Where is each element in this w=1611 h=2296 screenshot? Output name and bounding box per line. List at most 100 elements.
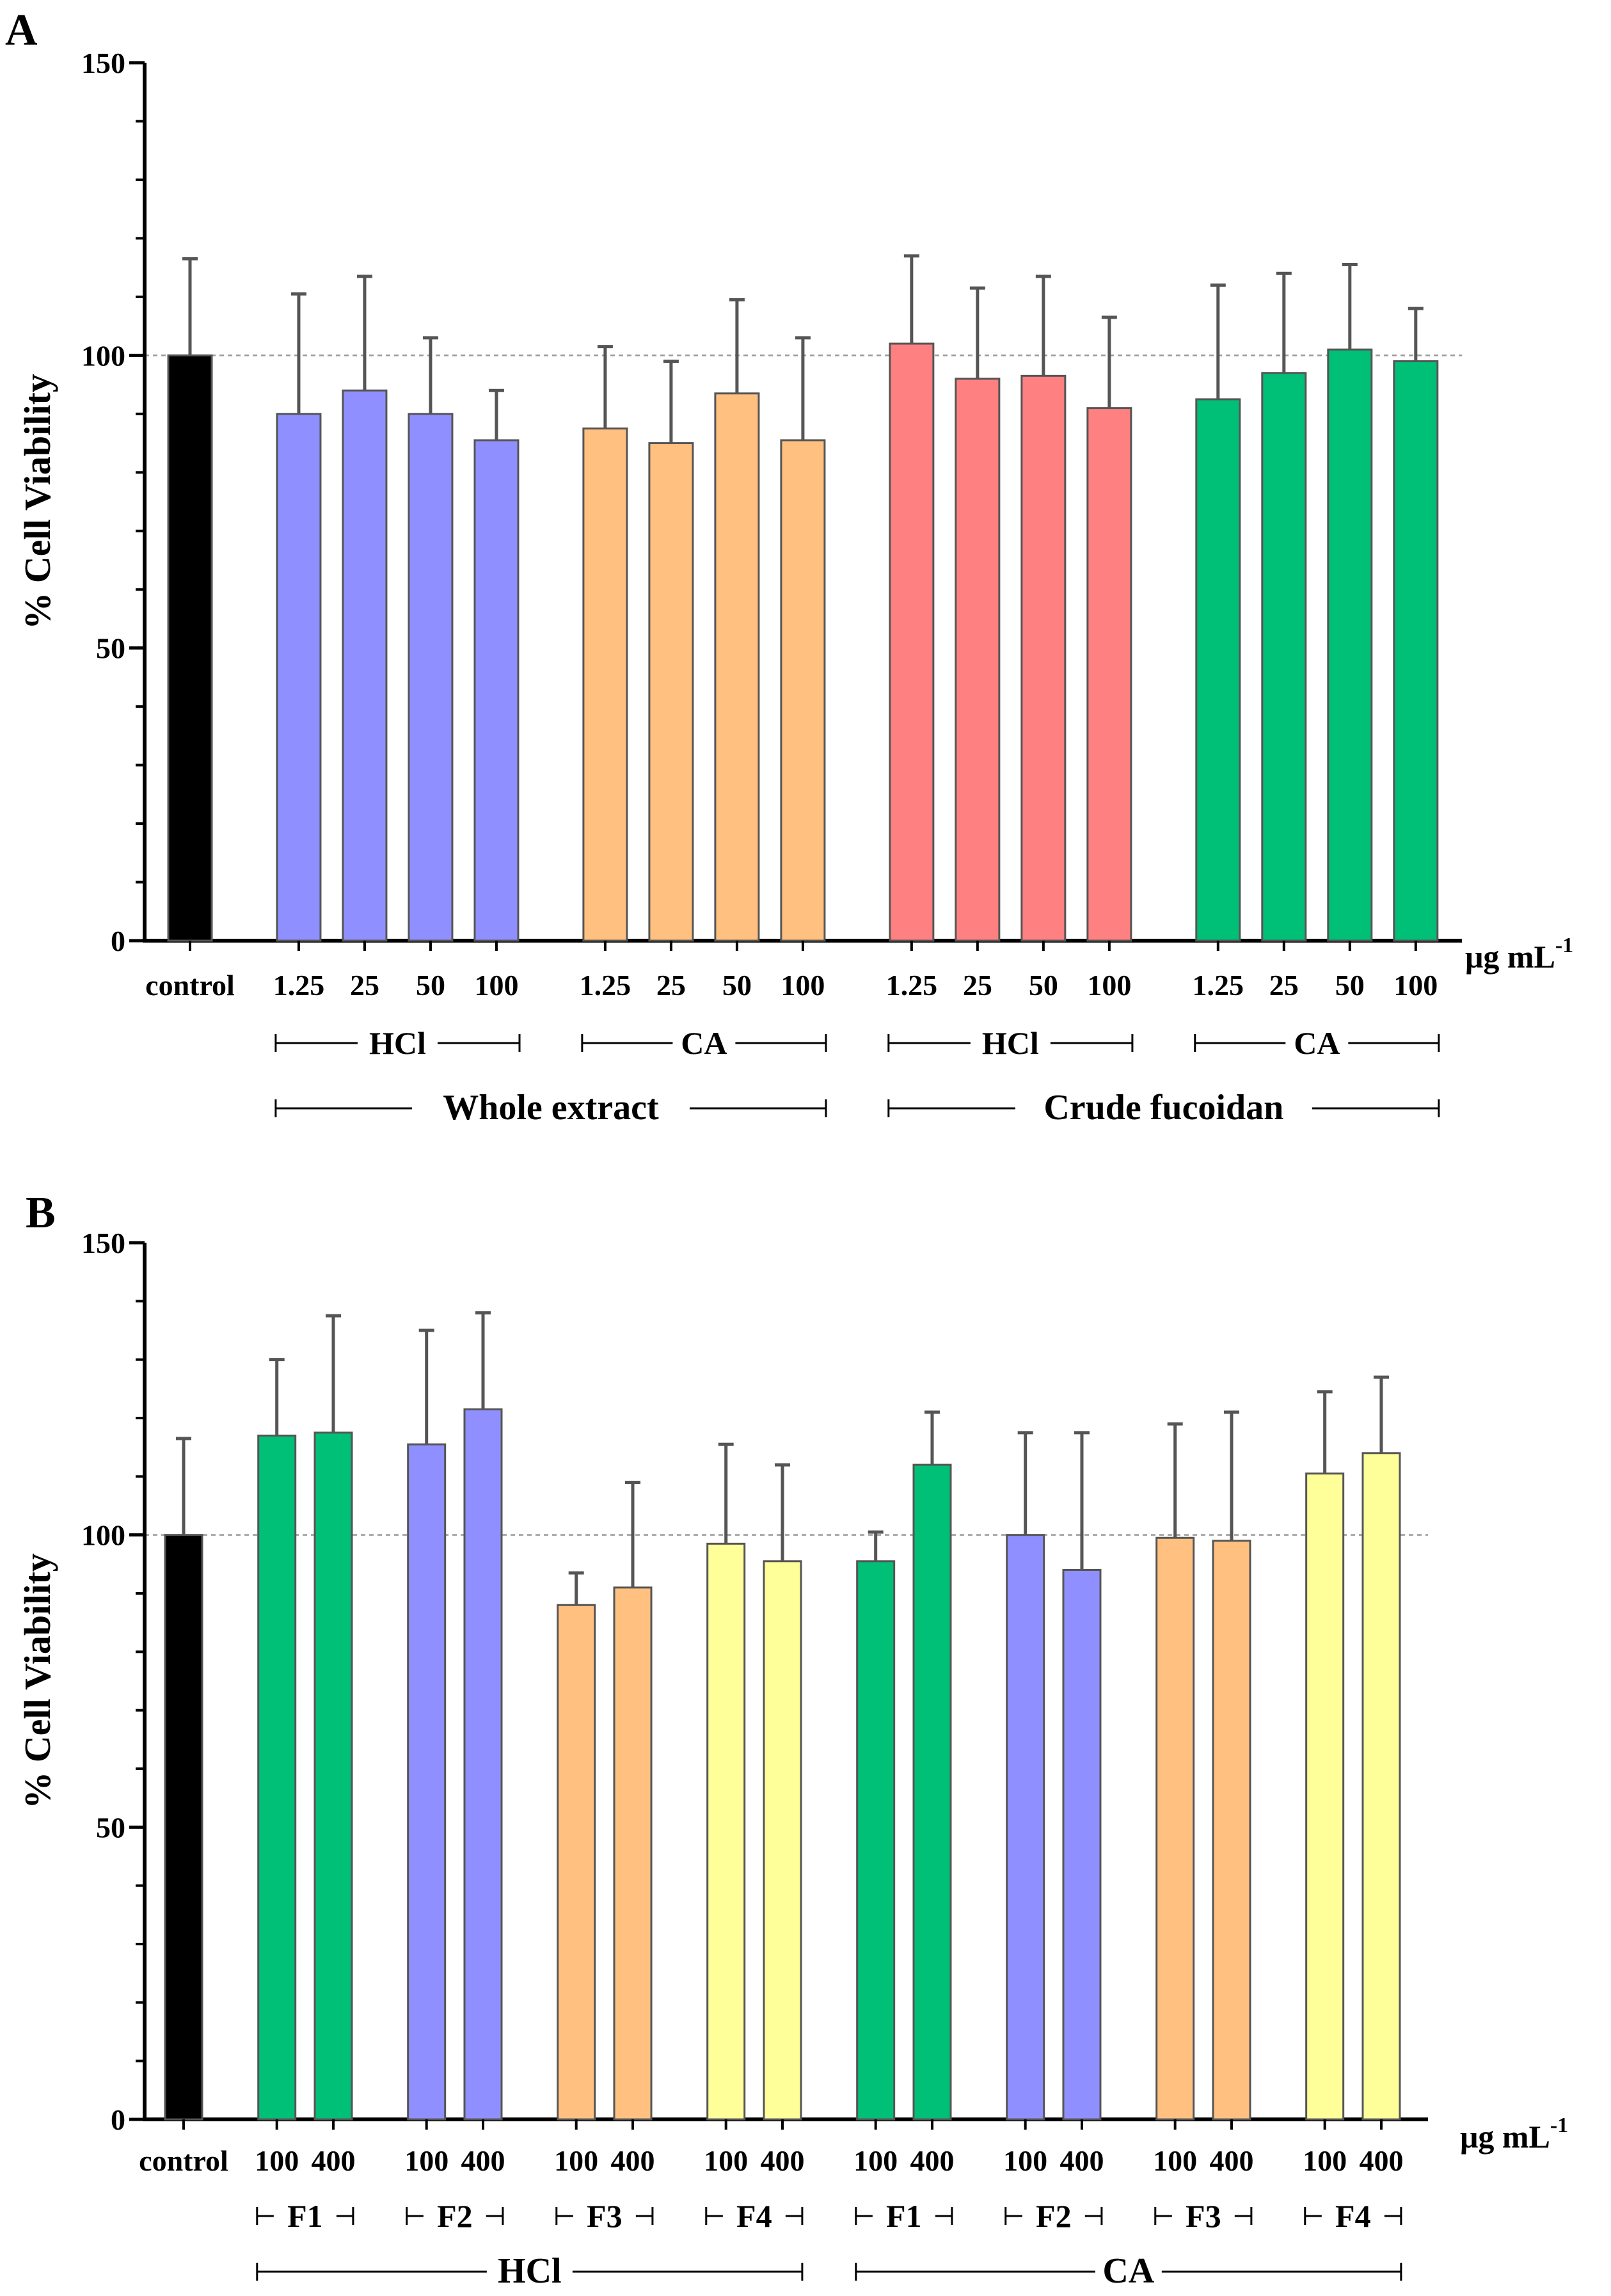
bar (1327, 348, 1373, 942)
category-label: 100 (255, 2144, 299, 2177)
bar (473, 439, 520, 942)
panel-a: A 0 50 100 150 % Cell Viability control 1.25 25 5… (5, 6, 1573, 1128)
bar (276, 413, 322, 942)
bar (1062, 1568, 1102, 2121)
category-label: 100 (554, 2144, 598, 2177)
group-label: CA (1102, 2251, 1154, 2291)
category-label: 25 (656, 969, 686, 1001)
bar (313, 1431, 353, 2121)
bar (582, 427, 628, 942)
bar (257, 1434, 297, 2121)
category-label: 400 (1209, 2144, 1253, 2177)
category-label: 25 (350, 969, 379, 1001)
group-label: F1 (886, 2198, 922, 2234)
unit-superscript: -1 (1555, 934, 1573, 957)
group-label: Crude fucoidan (1044, 1088, 1283, 1128)
bar (856, 1560, 896, 2121)
bar (407, 1443, 447, 2121)
category-label: 100 (1003, 2144, 1047, 2177)
y-tick-label: 150 (81, 47, 125, 79)
group-label: F4 (736, 2198, 772, 2234)
category-label: 400 (461, 2144, 505, 2177)
category-label: 25 (963, 969, 992, 1001)
category-label: 100 (1393, 969, 1438, 1001)
bar (955, 378, 1001, 942)
y-axis-title: % Cell Viability (17, 1553, 58, 1809)
category-label: control (145, 969, 235, 1001)
category-label: 50 (1029, 969, 1058, 1001)
group-label: F1 (287, 2198, 323, 2234)
bar (1006, 1534, 1045, 2121)
unit-label: μg mL-1 (1460, 2114, 1568, 2155)
unit-label: μg mL-1 (1465, 934, 1573, 975)
group-label: F3 (587, 2198, 623, 2234)
category-label: 50 (416, 969, 445, 1001)
bar (557, 1604, 596, 2121)
category-label: 400 (760, 2144, 804, 2177)
group-label: Whole extract (443, 1088, 659, 1128)
category-label: 100 (1303, 2144, 1347, 2177)
bar (706, 1542, 746, 2121)
bar (1195, 398, 1241, 942)
bar (648, 442, 694, 942)
bar (714, 392, 760, 942)
bar (763, 1560, 802, 2121)
group-label: F3 (1186, 2198, 1221, 2234)
group-label: CA (1294, 1025, 1340, 1061)
y-tick-label: 100 (81, 1519, 125, 1552)
category-label: 400 (610, 2144, 655, 2177)
bar (912, 1463, 952, 2121)
panel-b: B 0 50 100 150 % Cell Viability control 100 400 1… (17, 1188, 1568, 2291)
bar (463, 1408, 503, 2121)
category-label: 100 (853, 2144, 898, 2177)
bar (1086, 407, 1132, 942)
category-label: 400 (1059, 2144, 1104, 2177)
bar (889, 342, 935, 942)
category-label: 100 (704, 2144, 748, 2177)
bar (1155, 1536, 1195, 2121)
group-label: F4 (1335, 2198, 1371, 2234)
category-label: 1.25 (886, 969, 938, 1001)
category-label: 100 (781, 969, 825, 1001)
category-label: 50 (1335, 969, 1365, 1001)
bar (1305, 1472, 1345, 2121)
bar (1261, 372, 1307, 942)
category-label: 25 (1269, 969, 1299, 1001)
y-tick-label: 50 (96, 1811, 125, 1844)
category-label: 400 (910, 2144, 954, 2177)
unit-superscript: -1 (1550, 2114, 1568, 2137)
bar (1361, 1452, 1401, 2121)
unit-text: μg mL (1465, 939, 1555, 975)
category-label: 400 (311, 2144, 355, 2177)
category-label: 50 (722, 969, 752, 1001)
group-label: HCl (369, 1025, 426, 1061)
bar (1212, 1540, 1251, 2121)
category-label: 100 (1153, 2144, 1197, 2177)
group-label: F2 (437, 2198, 473, 2234)
category-label: 400 (1359, 2144, 1403, 2177)
y-tick-label: 0 (111, 2103, 125, 2136)
category-label: control (139, 2144, 228, 2177)
bar (1393, 360, 1439, 942)
bar (408, 413, 454, 942)
group-label: HCl (982, 1025, 1039, 1061)
y-tick-label: 150 (81, 1227, 125, 1259)
y-axis-title: % Cell Viability (17, 374, 58, 630)
group-label: F2 (1036, 2198, 1072, 2234)
bar (342, 389, 388, 942)
panel-letter: A (5, 6, 38, 55)
category-label: 1.25 (273, 969, 325, 1001)
bar (167, 354, 213, 942)
category-label: 100 (404, 2144, 448, 2177)
category-label: 1.25 (580, 969, 631, 1001)
y-tick-label: 0 (111, 925, 125, 957)
bar (780, 439, 826, 942)
y-tick-label: 100 (81, 339, 125, 372)
bar (613, 1586, 653, 2121)
y-tick-label: 50 (96, 632, 125, 665)
bar (164, 1534, 203, 2121)
group-label: CA (681, 1025, 727, 1061)
group-label: HCl (498, 2251, 562, 2291)
category-label: 100 (1087, 969, 1131, 1001)
